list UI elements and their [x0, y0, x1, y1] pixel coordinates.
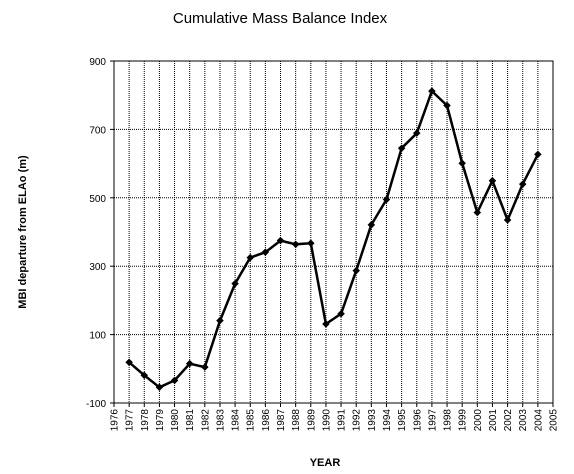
data-point — [322, 320, 330, 328]
y-tick-label: 100 — [89, 331, 106, 342]
data-point — [201, 363, 209, 371]
data-point — [276, 236, 285, 245]
x-tick-label: 1990 — [321, 409, 332, 432]
y-tick-label: 500 — [89, 194, 106, 205]
x-tick-label: 2000 — [473, 409, 484, 432]
data-point — [155, 383, 164, 392]
x-tick-label: 1979 — [155, 409, 166, 432]
data-point — [231, 279, 239, 288]
x-tick-label: 1997 — [427, 409, 438, 432]
x-tick-label: 2003 — [518, 409, 529, 432]
x-tick-label: 1977 — [125, 409, 136, 432]
x-tick-label: 1999 — [458, 409, 469, 432]
x-tick-label: 1978 — [140, 409, 151, 432]
data-point — [216, 316, 224, 325]
y-tick-label: 300 — [89, 262, 106, 273]
x-tick-label: 1992 — [352, 409, 363, 432]
x-tick-label: 1981 — [185, 409, 196, 432]
y-tick-label: 700 — [89, 125, 106, 136]
x-tick-label: 2001 — [488, 409, 499, 432]
data-point — [185, 359, 194, 368]
data-point — [428, 87, 436, 95]
data-point — [443, 101, 451, 110]
chart-title: Cumulative Mass Balance Index — [173, 10, 388, 27]
data-point — [458, 159, 466, 168]
x-tick-label: 1983 — [215, 409, 226, 432]
y-tick-label: -100 — [86, 399, 106, 410]
x-tick-label: 2004 — [533, 409, 544, 432]
x-tick-label: 2005 — [549, 409, 560, 432]
series-line — [128, 89, 540, 389]
data-point — [337, 309, 345, 318]
data-point — [382, 195, 391, 204]
x-tick-label: 1996 — [412, 409, 423, 432]
data-point — [291, 240, 300, 249]
x-tick-label: 1989 — [306, 409, 317, 432]
tick-labels: 1976 1977 1978 1979 1980 1981 1982 1983 1984 1985… — [86, 57, 560, 431]
data-point — [473, 208, 482, 217]
data-point — [170, 376, 179, 385]
data-point — [488, 176, 497, 185]
x-tick-label: 1994 — [382, 409, 393, 432]
data-point — [534, 150, 542, 159]
x-tick-label: 1980 — [170, 409, 181, 432]
data-point — [246, 253, 255, 262]
x-tick-label: 1984 — [231, 409, 242, 432]
data-point — [140, 371, 149, 380]
data-series — [125, 87, 542, 392]
data-point — [261, 248, 270, 256]
x-tick-label: 1988 — [291, 409, 302, 432]
data-point — [397, 144, 406, 152]
grid-lines — [110, 60, 554, 407]
x-tick-label: 1991 — [337, 409, 348, 432]
data-point — [412, 129, 421, 137]
x-tick-label: 1982 — [200, 409, 211, 432]
x-tick-label: 1998 — [443, 409, 454, 432]
x-tick-label: 1976 — [110, 409, 121, 432]
x-tick-label: 1993 — [367, 409, 378, 432]
y-tick-label: 900 — [89, 57, 106, 68]
data-point — [503, 216, 512, 224]
data-point — [125, 358, 133, 367]
data-point — [307, 239, 315, 248]
x-axis-label: YEAR — [310, 457, 341, 469]
x-tick-label: 2002 — [503, 409, 514, 432]
data-point — [352, 266, 360, 275]
data-point — [367, 221, 376, 229]
plot-area-frame — [113, 60, 554, 404]
x-tick-label: 1986 — [261, 409, 272, 432]
data-point — [518, 180, 527, 188]
x-tick-label: 1987 — [276, 409, 287, 432]
x-tick-label: 1995 — [397, 409, 408, 432]
x-tick-label: 1985 — [246, 409, 257, 432]
y-axis-label: MBI departure from ELAo (m) — [17, 155, 29, 309]
